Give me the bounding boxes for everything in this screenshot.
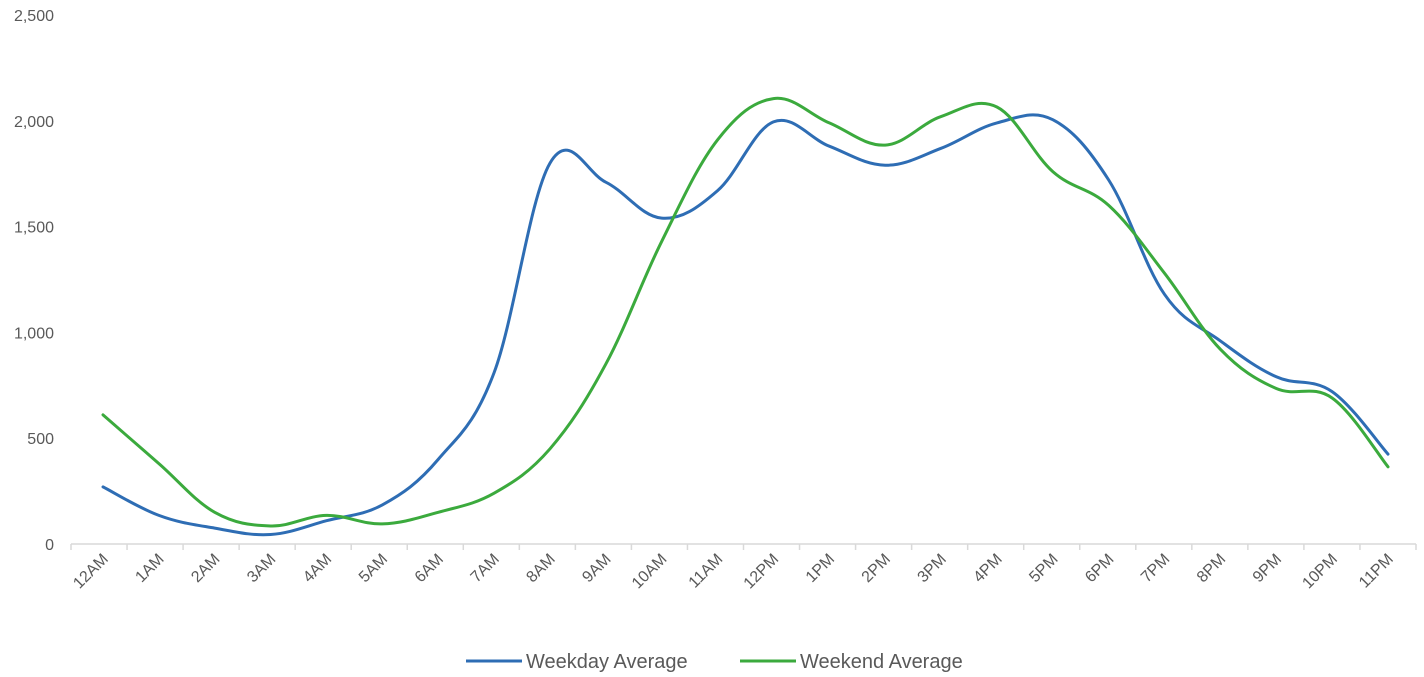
x-tick-label: 6PM [1082,551,1117,586]
x-tick-label: 3AM [244,551,279,586]
x-tick-label: 9PM [1250,551,1285,586]
x-tick-label: 10AM [629,551,671,593]
y-tick-label: 1,000 [14,325,54,342]
x-tick-label: 7PM [1138,551,1173,586]
legend: Weekday Average Weekend Average [466,651,963,673]
legend-label-weekend-average: Weekend Average [800,651,963,673]
y-tick-label: 2,500 [14,8,54,25]
series-lines [101,96,1390,537]
x-tick-label: 11AM [686,551,727,592]
series-line-weekday-average [101,113,1390,537]
series-line-weekend-average [101,96,1390,528]
x-tick-label: 10PM [1299,551,1341,593]
x-tick-label: 4PM [970,551,1005,586]
x-tick-label: 2PM [859,551,894,586]
x-tick-label: 5AM [356,551,391,586]
x-axis: 12AM 1AM 2AM 3AM 4AM 5AM 6AM 7AM 8AM 9AM 10AM 11AM 1… [70,543,1417,593]
x-tick-label: 8AM [523,551,558,586]
x-tick-label: 9AM [579,551,614,586]
x-tick-label: 11PM [1356,551,1397,592]
x-tick-label: 12AM [70,551,112,593]
x-tick-label: 2AM [188,551,223,586]
x-tick-label: 3PM [915,551,950,586]
x-tick-label: 8PM [1194,551,1229,586]
x-tick-label: 4AM [300,551,335,586]
x-tick-label: 5PM [1026,551,1061,586]
x-tick-label: 12PM [741,551,783,593]
y-tick-label: 1,500 [14,220,54,237]
x-tick-label: 1AM [132,551,167,586]
y-tick-label: 2,000 [14,114,54,131]
y-tick-label: 0 [45,537,54,554]
x-tick-label: 6AM [412,551,447,586]
y-tick-label: 500 [27,431,54,448]
legend-label-weekday-average: Weekday Average [526,651,688,673]
y-axis-tick-labels: 0 500 1,000 1,500 2,000 2,500 [14,8,54,554]
x-tick-label: 1PM [803,551,838,586]
x-tick-label: 7AM [468,551,503,586]
